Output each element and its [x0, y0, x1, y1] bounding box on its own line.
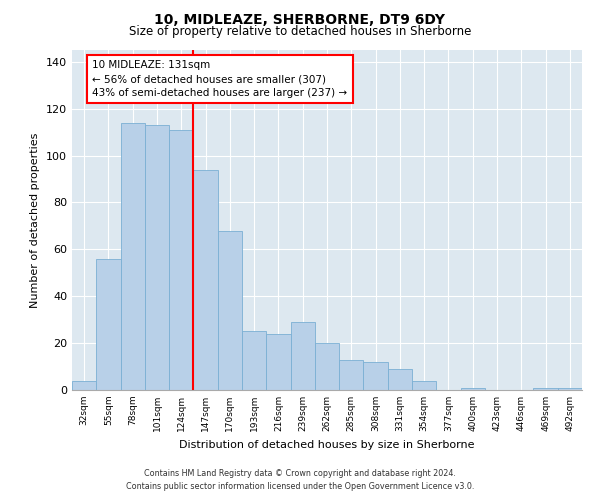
Bar: [364, 362, 388, 390]
Bar: [558, 388, 582, 390]
Bar: [145, 125, 169, 390]
Bar: [339, 360, 364, 390]
Text: Size of property relative to detached houses in Sherborne: Size of property relative to detached ho…: [129, 25, 471, 38]
Text: 10 MIDLEAZE: 131sqm
← 56% of detached houses are smaller (307)
43% of semi-detac: 10 MIDLEAZE: 131sqm ← 56% of detached ho…: [92, 60, 347, 98]
Text: Contains HM Land Registry data © Crown copyright and database right 2024.
Contai: Contains HM Land Registry data © Crown c…: [126, 469, 474, 491]
Bar: [388, 369, 412, 390]
Bar: [242, 332, 266, 390]
Bar: [72, 380, 96, 390]
Bar: [193, 170, 218, 390]
Bar: [169, 130, 193, 390]
Bar: [315, 343, 339, 390]
Bar: [290, 322, 315, 390]
Bar: [96, 258, 121, 390]
Bar: [218, 230, 242, 390]
X-axis label: Distribution of detached houses by size in Sherborne: Distribution of detached houses by size …: [179, 440, 475, 450]
Bar: [266, 334, 290, 390]
Y-axis label: Number of detached properties: Number of detached properties: [31, 132, 40, 308]
Bar: [461, 388, 485, 390]
Text: 10, MIDLEAZE, SHERBORNE, DT9 6DY: 10, MIDLEAZE, SHERBORNE, DT9 6DY: [155, 12, 445, 26]
Bar: [121, 122, 145, 390]
Bar: [533, 388, 558, 390]
Bar: [412, 380, 436, 390]
